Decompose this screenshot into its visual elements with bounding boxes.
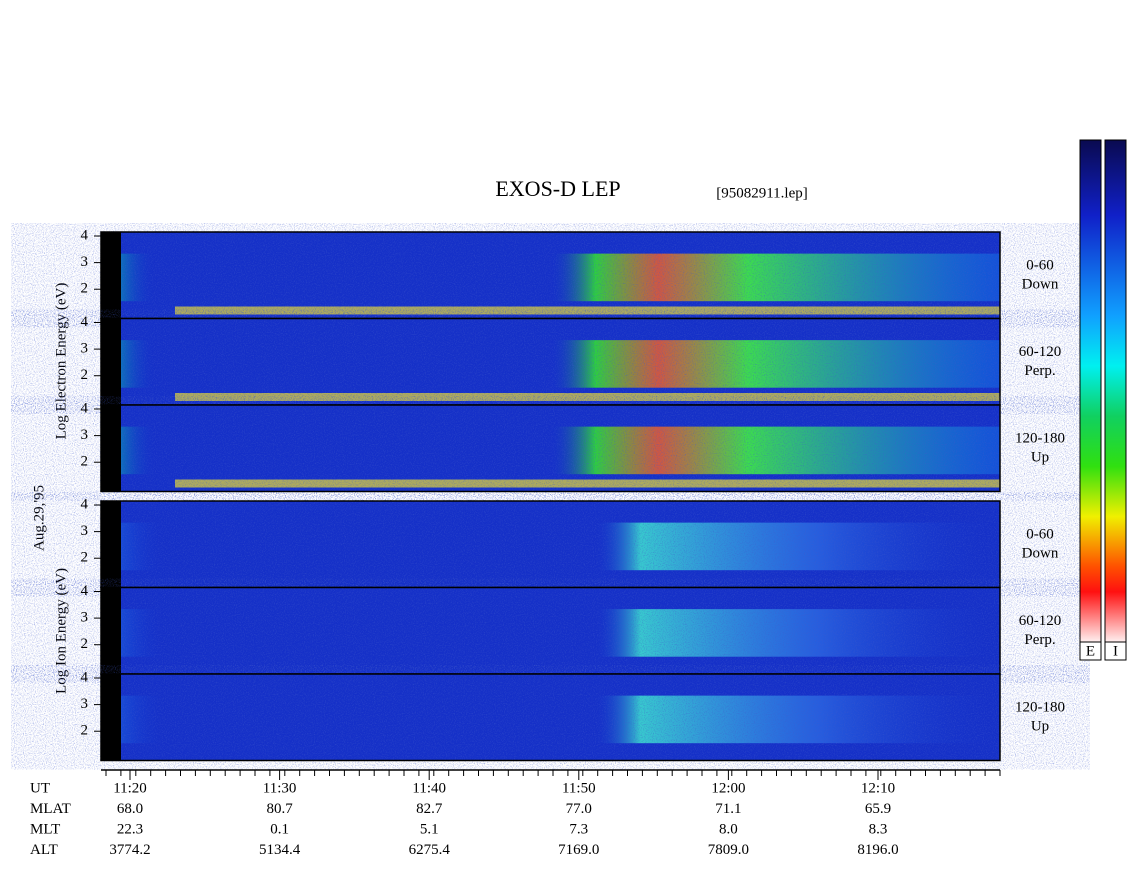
panel-angle: 60-120 [1019,613,1062,629]
panel-angle: 60-120 [1019,344,1062,360]
row-label: UT [30,780,50,796]
data-gap [101,318,121,405]
color-bar-box [1104,641,1127,661]
row-label: ALT [30,842,58,858]
orbit-value: 0.1 [270,821,289,837]
noise [101,405,1000,492]
y-tick-label: 3 [81,254,89,270]
y-tick-label: 4 [81,669,89,685]
orbit-value: 11:40 [412,780,446,796]
file-name: [95082911.lep] [716,185,808,201]
orbit-value: 77.0 [566,801,592,817]
orbit-value: 82.7 [416,801,443,817]
y-tick-label: 4 [81,400,89,416]
panel-direction: Up [1031,718,1049,734]
panel-angle: 0-60 [1026,526,1054,542]
title: EXOS-D LEP [495,176,620,201]
y-tick-label: 4 [81,583,89,599]
noise [101,674,1000,761]
y-tick-label: 3 [81,523,89,539]
orbit-value: 68.0 [117,801,143,817]
electron-axis-label: Log Electron Energy (eV) [53,283,69,440]
y-tick-label: 2 [81,367,89,383]
orbit-value: 12:00 [711,780,745,796]
panel-direction: Up [1031,449,1049,465]
orbit-value: 65.9 [865,801,891,817]
ion-axis-label: Log Ion Energy (eV) [53,568,69,694]
data-gap [101,674,121,761]
panel-frame [100,673,1001,762]
y-tick-label: 3 [81,610,89,626]
row-label: MLAT [30,801,71,817]
data-gap [101,587,121,674]
y-tick-label: 2 [81,550,89,566]
panel-angle: 0-60 [1026,257,1054,273]
orbit-value: 80.7 [266,801,293,817]
y-tick-label: 4 [81,496,89,512]
orbit-value: 5.1 [420,821,439,837]
data-gap [101,501,121,588]
panel-direction: Down [1022,276,1059,292]
orbit-value: 7.3 [569,821,588,837]
row-label: MLT [30,821,60,837]
data-gap [101,405,121,492]
orbit-value: 7809.0 [708,842,749,858]
color-bar [1104,139,1127,643]
color-bar-box [1079,641,1102,661]
y-tick-label: 2 [81,636,89,652]
orbit-value: 3774.2 [109,842,150,858]
orbit-value: 8.3 [869,821,888,837]
y-tick-label: 4 [81,314,89,330]
orbit-value: 8196.0 [857,842,898,858]
orbit-value: 11:20 [113,780,147,796]
panel-frame [100,404,1001,493]
noise [101,232,1000,319]
y-tick-label: 2 [81,281,89,297]
y-tick-label: 2 [81,454,89,470]
noise [101,587,1000,674]
y-tick-label: 4 [81,227,89,243]
panel-direction: Perp. [1024,632,1055,648]
orbit-value: 6275.4 [409,842,451,858]
y-tick-label: 3 [81,696,89,712]
y-tick-label: 3 [81,427,89,443]
noise [101,501,1000,588]
panel-direction: Perp. [1024,363,1055,379]
y-tick-label: 3 [81,341,89,357]
panel-angle: 120-180 [1015,699,1065,715]
noise [101,318,1000,405]
panel-direction: Down [1022,545,1059,561]
orbit-value: 12:10 [861,780,895,796]
date: Aug.29,'95 [31,485,47,551]
color-bar-label: E [1086,643,1095,659]
orbit-value: 11:50 [562,780,596,796]
orbit-value: 22.3 [117,821,143,837]
orbit-value: 5134.4 [259,842,301,858]
orbit-value: 11:30 [263,780,297,796]
orbit-value: 7169.0 [558,842,599,858]
orbit-value: 71.1 [715,801,741,817]
y-tick-label: 2 [81,723,89,739]
color-bar-label: I [1113,643,1118,659]
orbit-value: 8.0 [719,821,738,837]
color-bar [1079,139,1102,643]
data-gap [101,232,121,319]
panel-angle: 120-180 [1015,430,1065,446]
